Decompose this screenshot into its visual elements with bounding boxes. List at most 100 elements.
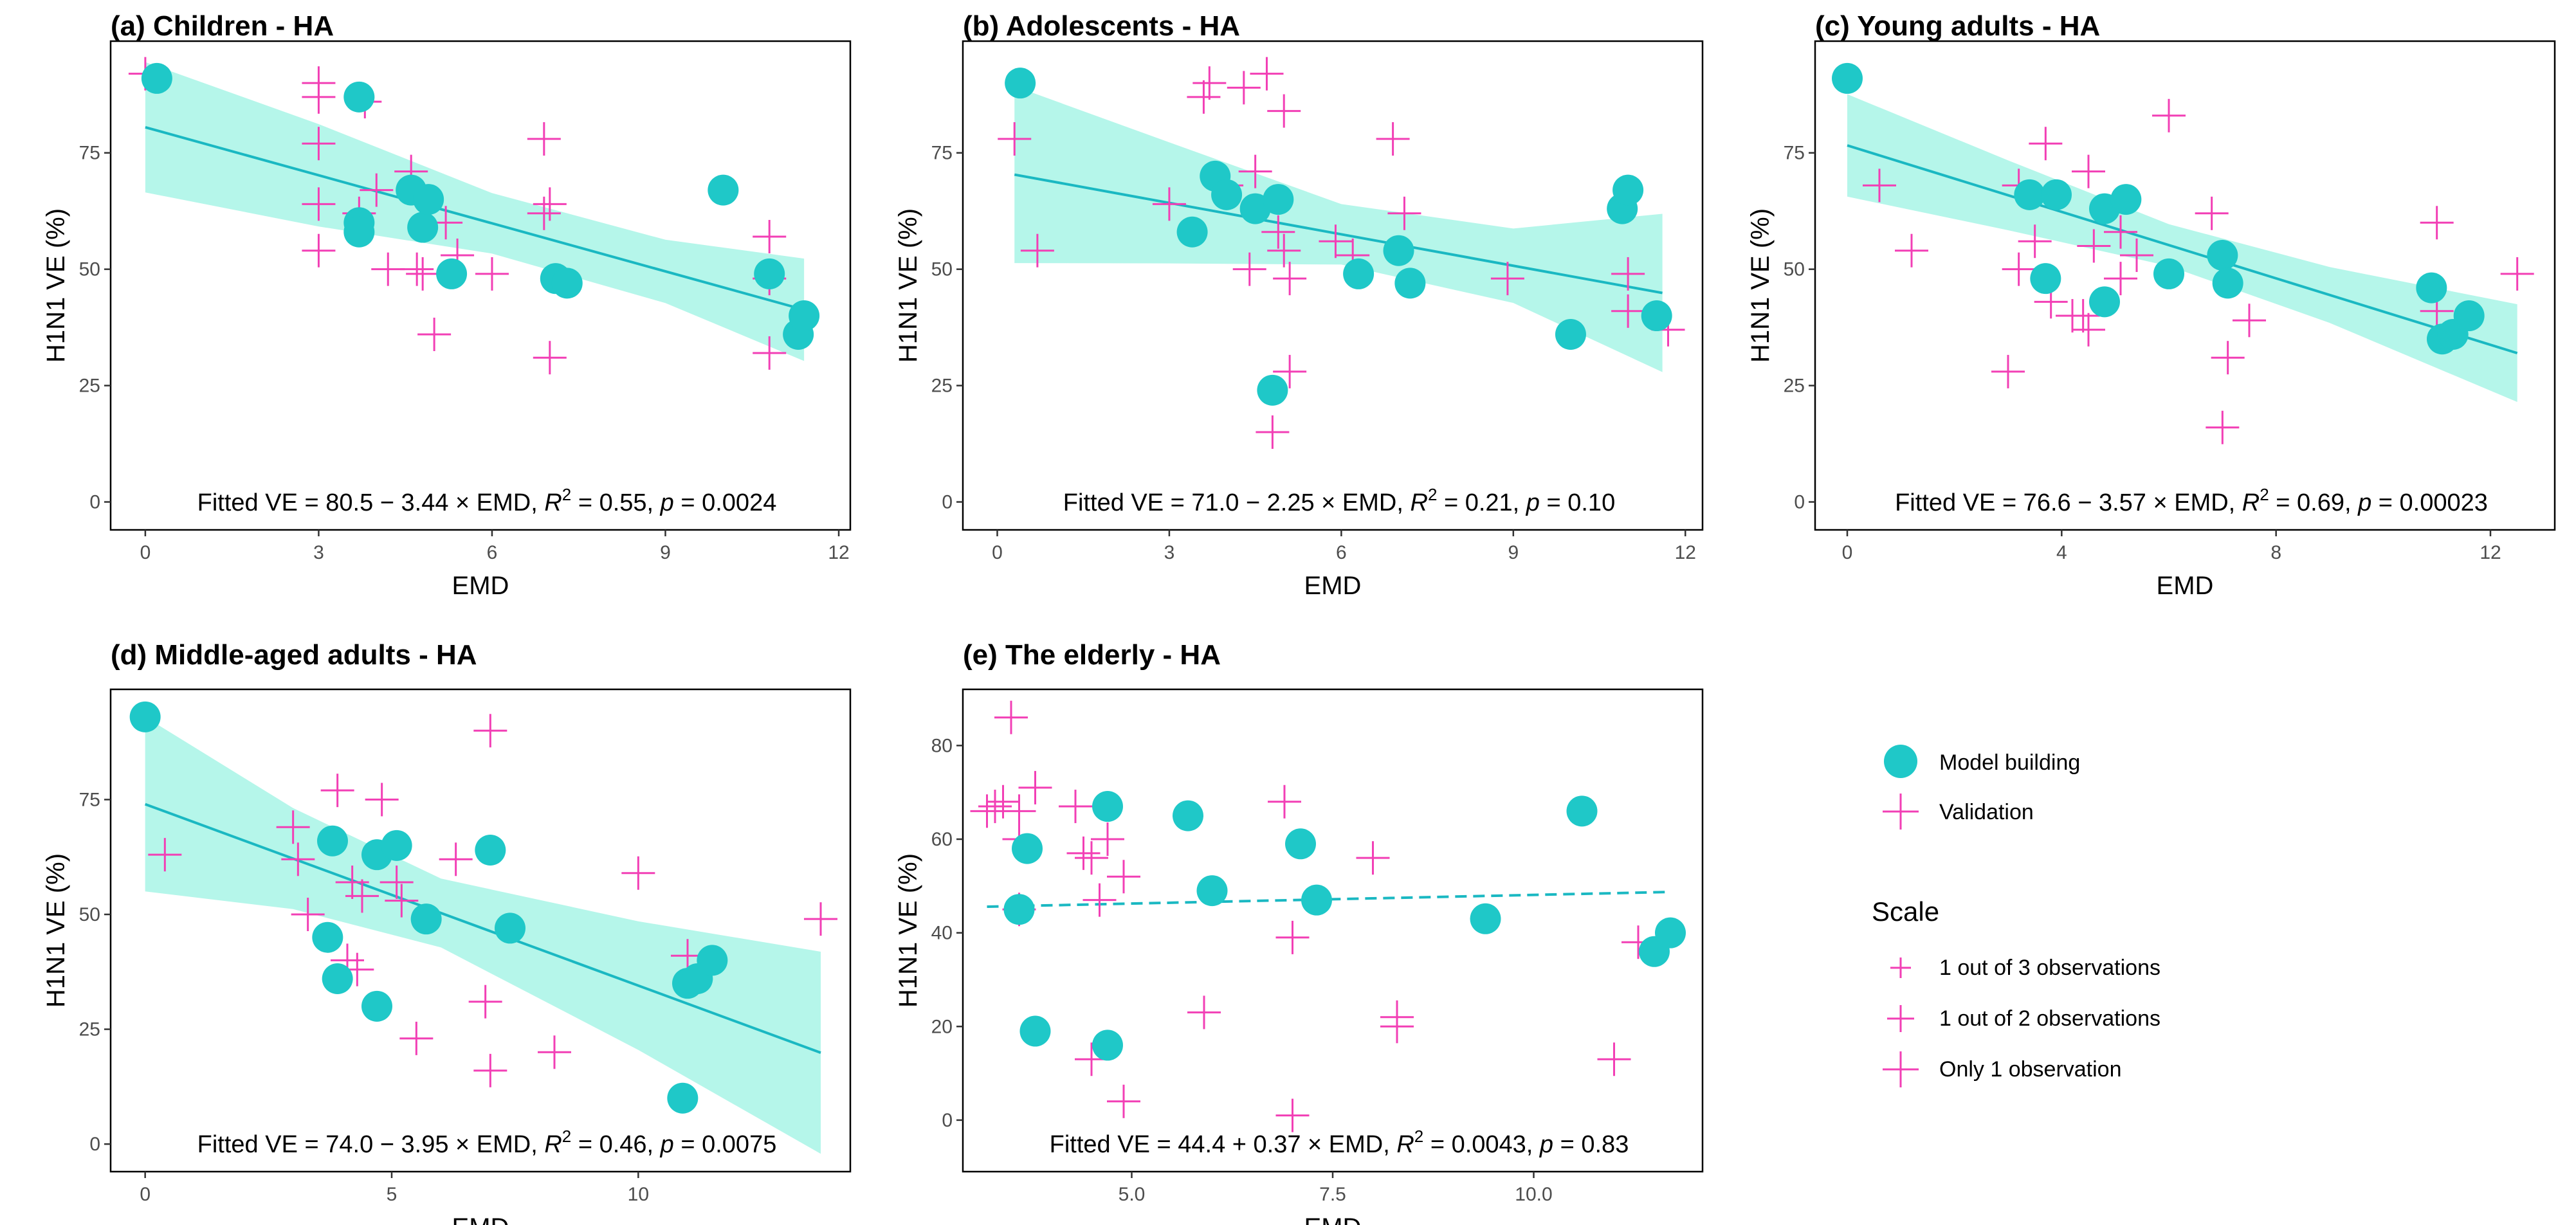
validation-point (1152, 187, 1186, 221)
model-point (1257, 374, 1288, 406)
panel-frame (1814, 40, 2556, 531)
validation-point (1082, 883, 1117, 917)
x-tick-label: 12 (828, 542, 849, 563)
validation-point (986, 785, 1020, 819)
validation-point (998, 122, 1032, 156)
validation-point (2500, 257, 2534, 291)
y-tick-label: 0 (89, 492, 100, 513)
validation-point (1059, 790, 1092, 824)
validation-point (753, 220, 787, 253)
annotation-r-exponent: 2 (2260, 485, 2269, 504)
model-point (436, 258, 468, 289)
legend-validation-marker (1883, 794, 1919, 830)
validation-point (1611, 294, 1645, 328)
panel-title: (d) Middle-aged adults - HA (111, 639, 477, 671)
plot-area (1832, 62, 2534, 444)
y-tick-label: 0 (1794, 492, 1805, 513)
x-tick-label: 6 (487, 542, 498, 563)
fit-line (987, 891, 1671, 908)
validation-point (281, 842, 315, 876)
model-point (1092, 1030, 1123, 1061)
annotation-p-value: = 0.10 (1540, 489, 1615, 516)
panel-frame (109, 40, 852, 531)
model-point (667, 1082, 699, 1114)
y-tick-label: 0 (942, 492, 953, 513)
y-tick-label: 50 (1784, 259, 1805, 280)
validation-point (533, 187, 567, 221)
y-axis-label: H1N1 VE (%) (894, 208, 922, 363)
y-tick-label: 75 (79, 789, 100, 810)
fit-line (144, 803, 821, 1054)
x-tick-label: 5 (387, 1184, 397, 1205)
validation-point (527, 122, 561, 156)
model-point (381, 830, 412, 861)
y-tick-label: 25 (79, 1019, 100, 1040)
model-point (1005, 68, 1036, 99)
annotation-p-value: = 0.83 (1553, 1131, 1629, 1158)
x-tick-label: 10 (628, 1184, 649, 1205)
x-tick-label: 4 (2056, 542, 2067, 563)
annotation-p-value: = 0.0075 (674, 1131, 777, 1158)
validation-point (1227, 71, 1261, 105)
validation-point (1002, 794, 1036, 828)
legend-scale-marker-3 (1883, 1051, 1919, 1087)
validation-point (1275, 1098, 1310, 1132)
validation-point (1597, 1042, 1631, 1076)
validation-point (473, 1053, 507, 1087)
fit-line (1014, 173, 1663, 295)
validation-point (1267, 233, 1301, 268)
model-point (2212, 268, 2243, 299)
validation-point (1863, 168, 1896, 203)
panel-title: (b) Adolescents - HA (963, 10, 1240, 42)
model-point (1176, 216, 1208, 248)
validation-point (753, 336, 787, 370)
annotation-r-exponent: 2 (562, 485, 571, 504)
validation-point (1991, 354, 2025, 388)
x-tick-label: 7.5 (1319, 1184, 1346, 1205)
validation-point (1091, 822, 1124, 857)
model-point (2089, 286, 2120, 318)
validation-point (379, 866, 414, 899)
annotation-r2: = 0.21, (1437, 489, 1526, 516)
model-point (2041, 179, 2072, 210)
model-point (2416, 272, 2447, 304)
annotation-p-label: p (1526, 489, 1540, 516)
x-tick-label: 6 (1336, 542, 1347, 563)
fit-annotation: Fitted VE = 71.0 − 2.25 × EMD, R2 = 0.21… (1063, 485, 1615, 516)
fit-annotation: Fitted VE = 80.5 − 3.44 × EMD, R2 = 0.55… (197, 485, 777, 516)
x-axis-label: EMD (2157, 572, 2214, 600)
panel-c: (c) Young adults - HA 0 25 50 75 0 4 8 12 EMD H1N1… (1746, 10, 2556, 600)
plot-area (970, 700, 1686, 1132)
x-tick-label: 9 (660, 542, 671, 563)
confidence-band (145, 716, 821, 1154)
model-point (1470, 903, 1501, 934)
y-tick-label: 80 (931, 735, 953, 756)
x-axis-label: EMD (452, 572, 509, 600)
validation-point (2018, 224, 2052, 259)
model-point (1211, 179, 1243, 210)
x-tick-label: 8 (2270, 542, 2281, 563)
validation-point (400, 252, 434, 286)
validation-point (345, 879, 379, 913)
x-tick-label: 0 (1842, 542, 1853, 563)
y-tick-label: 20 (931, 1016, 953, 1037)
y-tick-label: 75 (931, 143, 953, 164)
model-point (312, 921, 343, 953)
model-point (1196, 875, 1228, 907)
plot-area (129, 701, 837, 1154)
model-point (475, 835, 506, 866)
validation-point (538, 1035, 571, 1069)
panel-title: (a) Children - HA (111, 10, 334, 42)
y-tick-label: 50 (931, 259, 953, 280)
validation-point (994, 700, 1028, 734)
model-point (1566, 795, 1598, 827)
annotation-r-label: R (1410, 489, 1427, 516)
annotation-p-label: p (660, 489, 674, 516)
model-point (2453, 300, 2485, 332)
validation-point (1107, 860, 1140, 894)
model-point (1383, 235, 1414, 266)
panel-e: (e) The elderly - HA 0 20 40 60 80 5.0 7.5 10.0 E… (894, 639, 1704, 1225)
model-point (361, 990, 392, 1022)
validation-point (1267, 94, 1301, 128)
